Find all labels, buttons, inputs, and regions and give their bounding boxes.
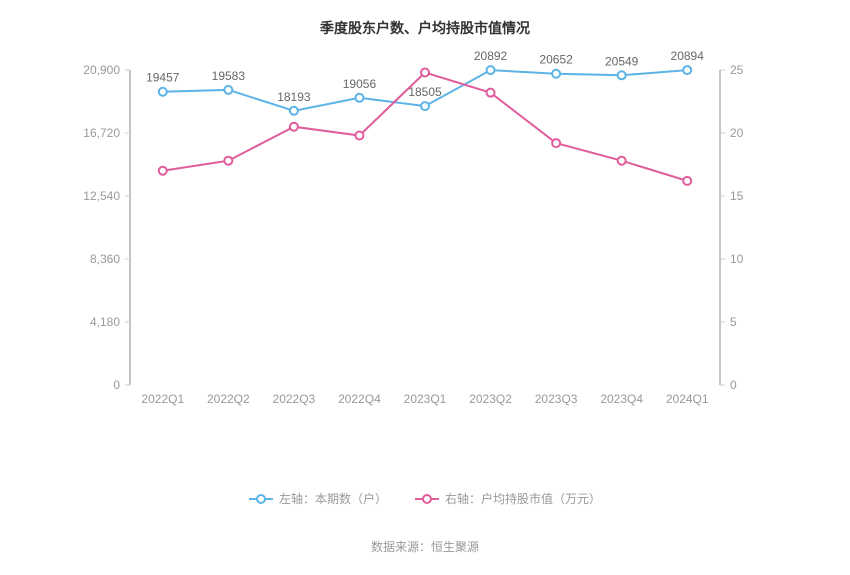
value-label: 18193 [277,90,311,104]
value-label: 20652 [539,53,573,67]
legend-label: 右轴：户均持股市值（万元） [445,490,601,507]
x-tick-label: 2022Q1 [141,392,184,406]
data-source: 数据来源：恒生聚源 [0,538,850,555]
left-tick-label: 0 [113,378,120,392]
series-marker [683,66,691,74]
x-tick-label: 2022Q3 [273,392,316,406]
x-tick-label: 2022Q2 [207,392,250,406]
series-marker [618,71,626,79]
legend-marker-icon [249,493,273,505]
value-label: 19056 [343,77,377,91]
series-marker [355,94,363,102]
left-tick-label: 8,360 [90,252,120,266]
series-marker [224,86,232,94]
value-label: 20892 [474,49,508,63]
right-tick-label: 25 [730,63,744,77]
legend-item: 右轴：户均持股市值（万元） [415,490,601,507]
right-tick-label: 10 [730,252,744,266]
right-tick-label: 15 [730,189,744,203]
series-marker [159,88,167,96]
value-label: 19583 [212,69,246,83]
value-label: 20549 [605,54,639,68]
chart-title: 季度股东户数、户均持股市值情况 [0,0,850,38]
chart-area: 0 4,180 8,360 12,540 16,720 20,900 0 5 10 15 20 25 2… [0,40,850,460]
x-tick-label: 2023Q4 [600,392,643,406]
value-label: 19457 [146,71,180,85]
series-marker [421,102,429,110]
series-marker [159,167,167,175]
x-tick-label: 2023Q2 [469,392,512,406]
value-label: 18505 [408,85,442,99]
left-tick-label: 20,900 [83,63,120,77]
series-marker [552,70,560,78]
left-tick-label: 16,720 [83,126,120,140]
legend: 左轴：本期数（户） 右轴：户均持股市值（万元） [0,490,850,508]
left-tick-label: 12,540 [83,189,120,203]
series-marker [421,69,429,77]
series-marker [224,157,232,165]
right-tick-label: 5 [730,315,737,329]
series-marker [618,157,626,165]
legend-item: 左轴：本期数（户） [249,490,387,507]
right-tick-label: 0 [730,378,737,392]
x-tick-label: 2024Q1 [666,392,709,406]
right-tick-label: 20 [730,126,744,140]
series-marker [552,139,560,147]
series-marker [487,89,495,97]
x-tick-label: 2023Q1 [404,392,447,406]
x-tick-label: 2023Q3 [535,392,578,406]
left-tick-label: 4,180 [90,315,120,329]
series-marker [290,107,298,115]
x-tick-label: 2022Q4 [338,392,381,406]
value-label: 20894 [671,49,705,63]
series-marker [487,66,495,74]
legend-label: 左轴：本期数（户） [279,490,387,507]
legend-marker-icon [415,493,439,505]
series-marker [290,123,298,131]
chart-svg: 0 4,180 8,360 12,540 16,720 20,900 0 5 10 15 20 25 2… [0,40,850,460]
series-marker [683,177,691,185]
series-marker [355,132,363,140]
